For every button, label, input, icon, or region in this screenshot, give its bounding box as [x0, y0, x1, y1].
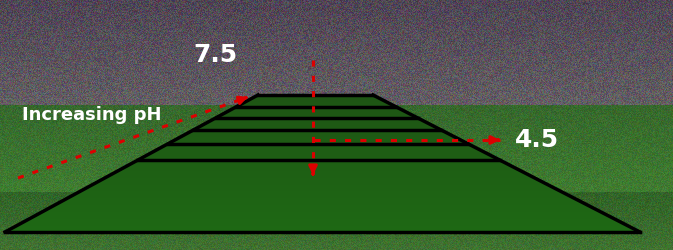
Text: 4.5: 4.5 — [515, 128, 559, 152]
Text: Increasing pH: Increasing pH — [22, 106, 162, 124]
Text: 7.5: 7.5 — [193, 43, 237, 67]
